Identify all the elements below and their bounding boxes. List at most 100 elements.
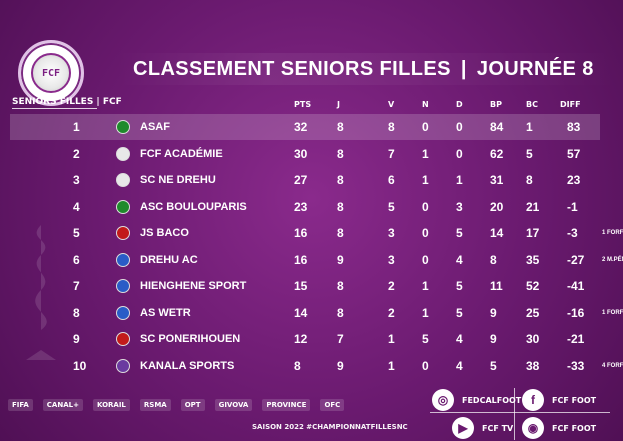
title-right: JOURNÉE 8 <box>476 57 594 80</box>
social-facebook[interactable]: f FCF FOOT <box>522 389 596 411</box>
team-logo-icon <box>116 146 130 161</box>
row-diff: -21 <box>567 332 585 346</box>
table-row: 4 ASC BOULOUPARIS 23 8 5 0 3 20 21 -1 <box>10 194 600 220</box>
row-bp: 14 <box>490 226 504 240</box>
row-pts: 15 <box>294 279 308 293</box>
row-diff: -3 <box>567 226 578 240</box>
row-j: 8 <box>337 120 344 134</box>
social-web-label: FEDCALFOOT <box>462 395 522 405</box>
table-row: 6 DREHU AC 16 9 3 0 4 8 35 -27 2 M.PÉNALITÉS <box>10 247 623 273</box>
row-pts: 16 <box>294 252 308 267</box>
row-d: 4 <box>456 332 463 346</box>
row-d: 4 <box>456 358 463 373</box>
row-bp: 5 <box>490 358 497 373</box>
title-left: CLASSEMENT SENIORS FILLES <box>133 57 451 80</box>
globe-icon: ◎ <box>432 389 454 411</box>
row-diff: 83 <box>567 120 581 134</box>
table-row: 3 SC NE DREHU 27 8 6 1 1 31 8 23 <box>10 167 600 193</box>
row-d: 0 <box>456 120 463 134</box>
row-n: 0 <box>422 252 429 267</box>
row-bp: 20 <box>490 199 504 214</box>
row-bc: 1 <box>526 120 533 134</box>
sponsor-logo: CANAL+ <box>42 399 83 411</box>
social-tv-label: FCF TV <box>482 423 514 433</box>
row-v: 7 <box>388 146 395 161</box>
row-bc: 38 <box>526 358 540 373</box>
row-diff: -16 <box>567 305 585 320</box>
sponsor-logo: OFC <box>320 399 345 411</box>
row-pts: 12 <box>294 332 308 346</box>
sponsor-logo: OPT <box>180 399 205 411</box>
row-bp: 31 <box>490 173 504 187</box>
team-logo-icon <box>116 120 130 134</box>
social-instagram-label: FCF FOOT <box>552 423 597 433</box>
social-web[interactable]: ◎ FEDCALFOOT <box>432 389 521 411</box>
col-v: V <box>388 100 395 109</box>
social-tv[interactable]: ▶ FCF TV <box>452 417 513 439</box>
row-j: 8 <box>337 305 344 320</box>
row-j: 8 <box>337 199 344 214</box>
table-row: 1 ASAF 32 8 8 0 0 84 1 83 <box>10 114 600 140</box>
row-diff: -41 <box>567 279 585 293</box>
row-team: ASC BOULOUPARIS <box>140 200 247 213</box>
row-position: 4 <box>73 199 80 214</box>
row-bc: 30 <box>526 332 540 346</box>
sponsor-logo: PROVINCE <box>262 399 311 411</box>
table-row: 5 JS BACO 16 8 3 0 5 14 17 -3 1 FORFAIT <box>10 220 623 246</box>
row-diff: -33 <box>567 358 585 373</box>
row-bp: 84 <box>490 120 504 134</box>
row-v: 2 <box>388 279 395 293</box>
row-d: 5 <box>456 305 463 320</box>
row-d: 5 <box>456 279 463 293</box>
table-row: 2 FCF ACADÉMIE 30 8 7 1 0 62 5 57 <box>10 141 600 167</box>
row-n: 0 <box>422 199 429 214</box>
row-team: FCF ACADÉMIE <box>140 147 223 160</box>
row-diff: 57 <box>567 146 581 161</box>
row-team: SC PONERIHOUEN <box>140 333 241 345</box>
row-bc: 52 <box>526 279 540 293</box>
row-bp: 62 <box>490 146 504 161</box>
row-team: DREHU AC <box>140 253 198 266</box>
row-diff: -1 <box>567 199 578 214</box>
row-d: 3 <box>456 199 463 214</box>
row-bp: 9 <box>490 305 497 320</box>
row-j: 9 <box>337 358 344 373</box>
row-pts: 27 <box>294 173 308 187</box>
youtube-icon: ▶ <box>452 417 474 439</box>
facebook-icon: f <box>522 389 544 411</box>
row-n: 5 <box>422 332 429 346</box>
row-bc: 25 <box>526 305 540 320</box>
row-position: 10 <box>73 358 87 373</box>
row-pts: 30 <box>294 146 308 161</box>
row-n: 1 <box>422 305 429 320</box>
season-hashtag: SAISON 2022 #CHAMPIONNATFILLESNC <box>252 423 408 431</box>
team-logo-icon <box>116 252 130 267</box>
row-position: 9 <box>73 332 80 346</box>
sponsors-bar: FIFA CANAL+ KORAIL RSMA OPT GIVOVA PROVINCE OFC <box>8 396 345 414</box>
row-j: 9 <box>337 252 344 267</box>
row-position: 8 <box>73 305 80 320</box>
row-position: 2 <box>73 146 80 161</box>
row-team: SC NE DREHU <box>140 174 216 186</box>
row-n: 0 <box>422 358 429 373</box>
seniors-label: SENIORS FILLES | FCF <box>12 97 122 107</box>
sponsor-logo: RSMA <box>139 399 171 411</box>
row-j: 8 <box>337 226 344 240</box>
row-position: 7 <box>73 279 80 293</box>
row-bc: 5 <box>526 146 533 161</box>
row-v: 2 <box>388 305 395 320</box>
row-team: KANALA SPORTS <box>140 359 235 372</box>
title-band: CLASSEMENT SENIORS FILLES | JOURNÉE 8 <box>115 53 623 85</box>
row-v: 6 <box>388 173 395 187</box>
social-instagram[interactable]: ◉ FCF FOOT <box>522 417 596 439</box>
row-bp: 9 <box>490 332 497 346</box>
col-bp: BP <box>490 100 502 109</box>
team-logo-icon <box>116 199 130 214</box>
row-d: 4 <box>456 252 463 267</box>
row-team: ASAF <box>140 121 170 133</box>
row-j: 8 <box>337 173 344 187</box>
row-bp: 11 <box>490 279 503 293</box>
row-position: 6 <box>73 252 80 267</box>
